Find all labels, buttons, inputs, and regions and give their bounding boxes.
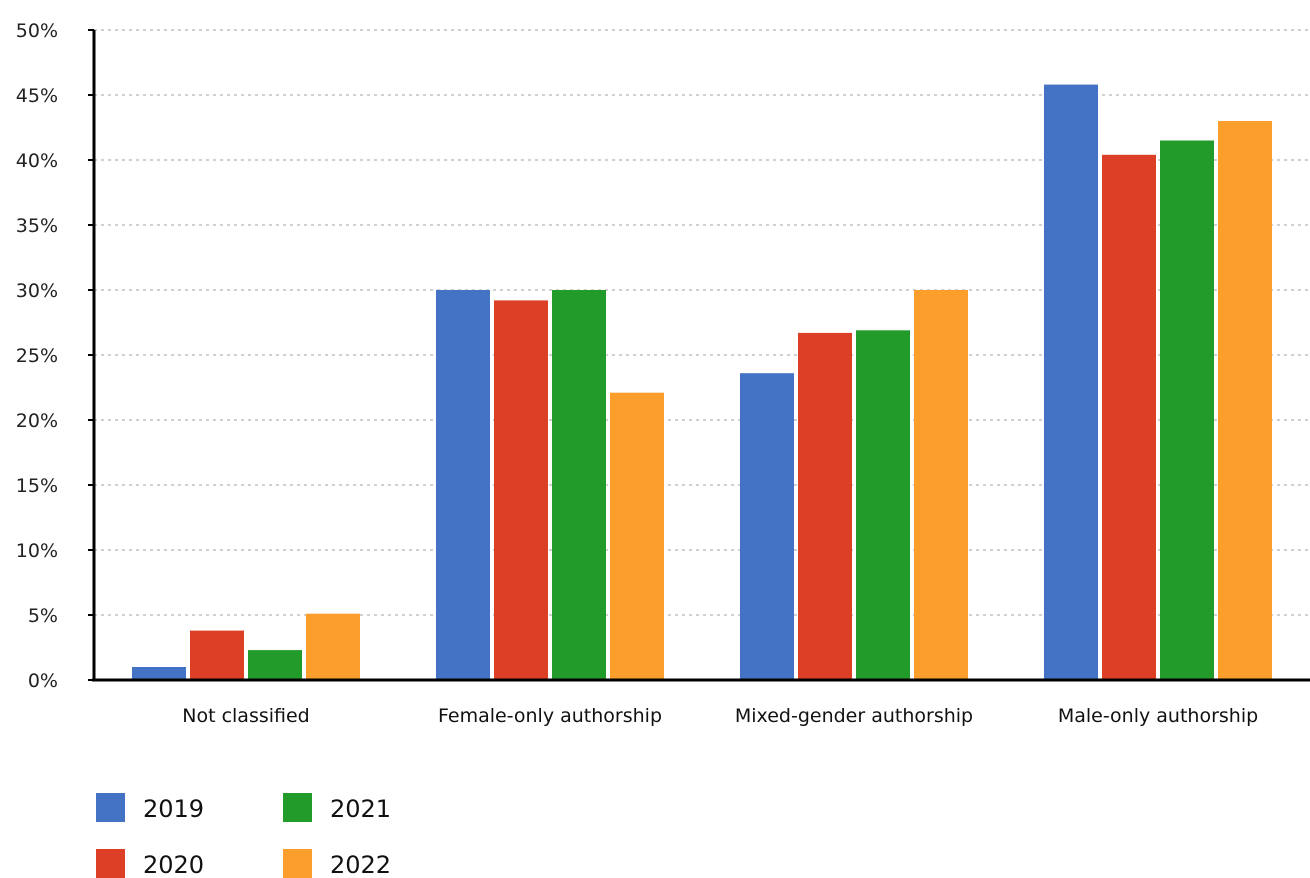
legend-swatch [96, 849, 125, 878]
bar-2021 [1160, 140, 1214, 680]
y-tick-label: 10% [16, 540, 58, 562]
y-tick-label: 45% [16, 85, 58, 107]
bar-2019 [740, 373, 794, 680]
y-tick-label: 25% [16, 345, 58, 367]
bar-2019 [132, 667, 186, 680]
bar-2020 [190, 630, 244, 680]
x-tick-label: Not classified [182, 705, 310, 727]
y-tick-label: 50% [16, 20, 58, 42]
legend-label: 2022 [330, 851, 391, 878]
bar-2021 [552, 290, 606, 680]
bar-2020 [1102, 154, 1156, 681]
legend-label: 2021 [330, 795, 391, 823]
bar-2022 [914, 290, 968, 680]
legend-swatch [96, 793, 125, 822]
bars [132, 84, 1272, 681]
bar-2019 [436, 290, 490, 680]
category-labels: Not classified Female-only authorship Mixe… [182, 705, 1258, 727]
y-tick-label: 40% [16, 150, 58, 172]
x-tick-label: Female-only authorship [438, 705, 662, 727]
y-tick-label: 20% [16, 410, 58, 432]
legend-swatch [283, 849, 312, 878]
x-tick-label: Male-only authorship [1058, 705, 1258, 727]
bar-2019 [1044, 84, 1098, 681]
x-tick-label: Mixed-gender authorship [735, 705, 973, 727]
bar-2020 [798, 332, 852, 680]
legend-label: 2019 [143, 795, 204, 823]
legend-swatch [283, 793, 312, 822]
y-tick-label: 0% [28, 670, 58, 692]
bar-2020 [494, 300, 548, 680]
y-tick-label: 5% [28, 605, 58, 627]
y-tick-label: 15% [16, 475, 58, 497]
bar-2021 [248, 650, 302, 680]
y-axis-ticks: 0% 5% 10% 15% 20% 25% 30% 35% 40% 45% 50% [16, 20, 94, 692]
axes [92, 30, 1310, 682]
y-tick-label: 30% [16, 280, 58, 302]
bar-2022 [1218, 121, 1272, 680]
legend: 2019 2020 2021 2022 [96, 793, 391, 878]
bar-2022 [306, 613, 360, 680]
legend-label: 2020 [143, 851, 204, 878]
bar-2022 [610, 392, 664, 680]
y-tick-label: 35% [16, 215, 58, 237]
bar-2021 [856, 330, 910, 680]
